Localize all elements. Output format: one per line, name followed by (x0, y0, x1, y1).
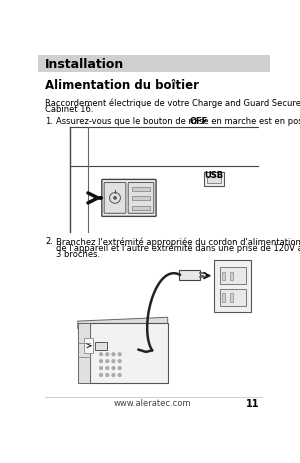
Bar (38, 56, 270, 73)
Text: Assurez-vous que le bouton de mise en marche est en position: Assurez-vous que le bouton de mise en ma… (56, 117, 300, 126)
Text: 3 broches.: 3 broches. (56, 249, 100, 258)
Polygon shape (78, 323, 90, 383)
Bar (84, 338, 93, 354)
Bar (220, 289, 246, 306)
Bar (222, 272, 225, 281)
Circle shape (100, 374, 102, 376)
FancyBboxPatch shape (104, 183, 126, 214)
Circle shape (100, 367, 102, 369)
Bar (220, 268, 246, 285)
Bar (132, 197, 150, 201)
Circle shape (118, 374, 121, 376)
Text: de l'appareil et l'autre extrémité dans une prise de 120V alimentation à: de l'appareil et l'autre extrémité dans … (56, 243, 300, 252)
Bar (95, 342, 107, 350)
Circle shape (112, 367, 115, 369)
Circle shape (100, 353, 102, 356)
Text: Alimentation du boîtier: Alimentation du boîtier (45, 79, 199, 92)
Circle shape (106, 374, 109, 376)
Circle shape (106, 360, 109, 363)
Text: 1.: 1. (45, 117, 53, 126)
Bar (207, 177, 221, 184)
Text: Branchez l'extrémité appropriée du cordon d'alimentation sur le côté: Branchez l'extrémité appropriée du cordo… (56, 237, 300, 246)
Bar (132, 207, 150, 211)
Text: 11: 11 (246, 398, 259, 408)
FancyBboxPatch shape (128, 183, 154, 214)
FancyBboxPatch shape (102, 180, 156, 217)
Polygon shape (78, 318, 168, 329)
Circle shape (112, 374, 115, 376)
Bar (214, 260, 251, 312)
Text: www.aleratec.com: www.aleratec.com (113, 398, 191, 407)
Circle shape (112, 353, 115, 356)
Circle shape (118, 367, 121, 369)
Circle shape (112, 360, 115, 363)
Circle shape (100, 360, 102, 363)
Text: .: . (198, 117, 201, 126)
Text: USB: USB (205, 170, 224, 179)
Bar (230, 272, 233, 281)
Bar (132, 188, 150, 192)
Bar (204, 173, 224, 187)
Circle shape (106, 353, 109, 356)
Bar (230, 294, 233, 302)
Text: Cabinet 16.: Cabinet 16. (45, 105, 94, 114)
Circle shape (118, 353, 121, 356)
Text: Raccordement électrique de votre Charge and Guard Secure Charge/Sync: Raccordement électrique de votre Charge … (45, 99, 300, 108)
Circle shape (118, 360, 121, 363)
Circle shape (114, 197, 116, 200)
Text: OFF: OFF (189, 117, 208, 126)
Text: 2.: 2. (45, 237, 53, 246)
Text: Installation: Installation (45, 58, 124, 71)
Bar (222, 294, 225, 302)
Circle shape (106, 367, 109, 369)
Bar (90, 323, 168, 383)
Bar (178, 270, 200, 281)
